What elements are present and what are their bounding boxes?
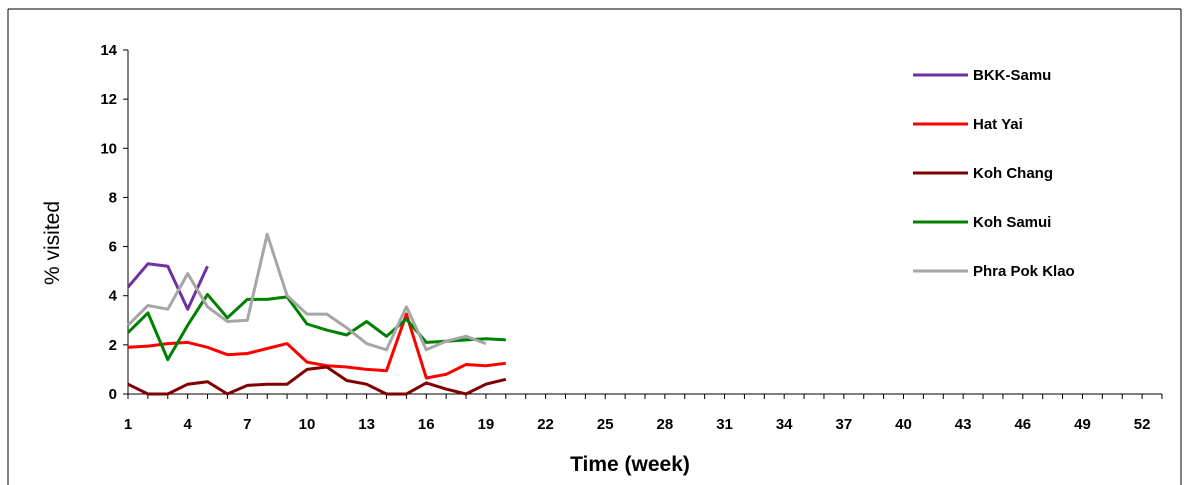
chart-frame [7,8,1182,485]
y-tick-label: 12 [100,91,117,108]
series-lines [126,232,507,396]
legend: BKK-Samu Hat Yai Koh Chang Koh Samui Phra Po… [913,67,1075,280]
y-tick-label: 6 [109,239,117,256]
y-tick-label: 0 [109,386,117,403]
legend-label: Hat Yai [973,116,1023,133]
x-tick-label: 37 [836,416,853,433]
y-tick-label: 14 [100,42,117,59]
x-tick-label: 13 [358,416,375,433]
legend-label: Koh Samui [973,214,1051,231]
x-tick-label: 40 [895,416,912,433]
x-ticks: 1 4 7 10 13 16 19 22 25 28 31 34 37 40 43 46 49 52 [124,394,1163,433]
x-tick-label: 46 [1014,416,1031,433]
y-axis-title: % visited [41,201,64,285]
x-tick-label: 31 [716,416,733,433]
y-tick-label: 8 [109,189,117,206]
x-tick-label: 1 [124,416,132,433]
x-tick-label: 43 [955,416,972,433]
legend-label: Koh Chang [973,165,1053,182]
series-line-phra-pok-klao [126,232,487,352]
series-line-hat-yai [127,312,506,380]
x-tick-label: 16 [418,416,435,433]
legend-label: Phra Pok Klao [973,263,1075,280]
x-tick-label: 25 [597,416,614,433]
y-tick-label: 10 [100,140,117,157]
x-tick-label: 52 [1134,416,1151,433]
series-line-koh-chang [127,365,507,396]
x-axis-title: Time (week) [570,453,690,476]
x-tick-label: 22 [537,416,554,433]
x-tick-label: 10 [299,416,316,433]
x-tick-label: 28 [657,416,674,433]
x-tick-label: 4 [183,416,192,433]
y-ticks: 0 2 4 6 8 10 12 14 [100,42,128,403]
y-tick-label: 2 [109,337,117,354]
series-line-bkk-samu [126,262,209,311]
x-tick-label: 49 [1074,416,1091,433]
legend-label: BKK-Samu [973,67,1051,84]
x-tick-label: 19 [478,416,495,433]
y-tick-label: 4 [109,288,118,305]
x-tick-label: 34 [776,416,793,433]
x-tick-label: 7 [243,416,251,433]
